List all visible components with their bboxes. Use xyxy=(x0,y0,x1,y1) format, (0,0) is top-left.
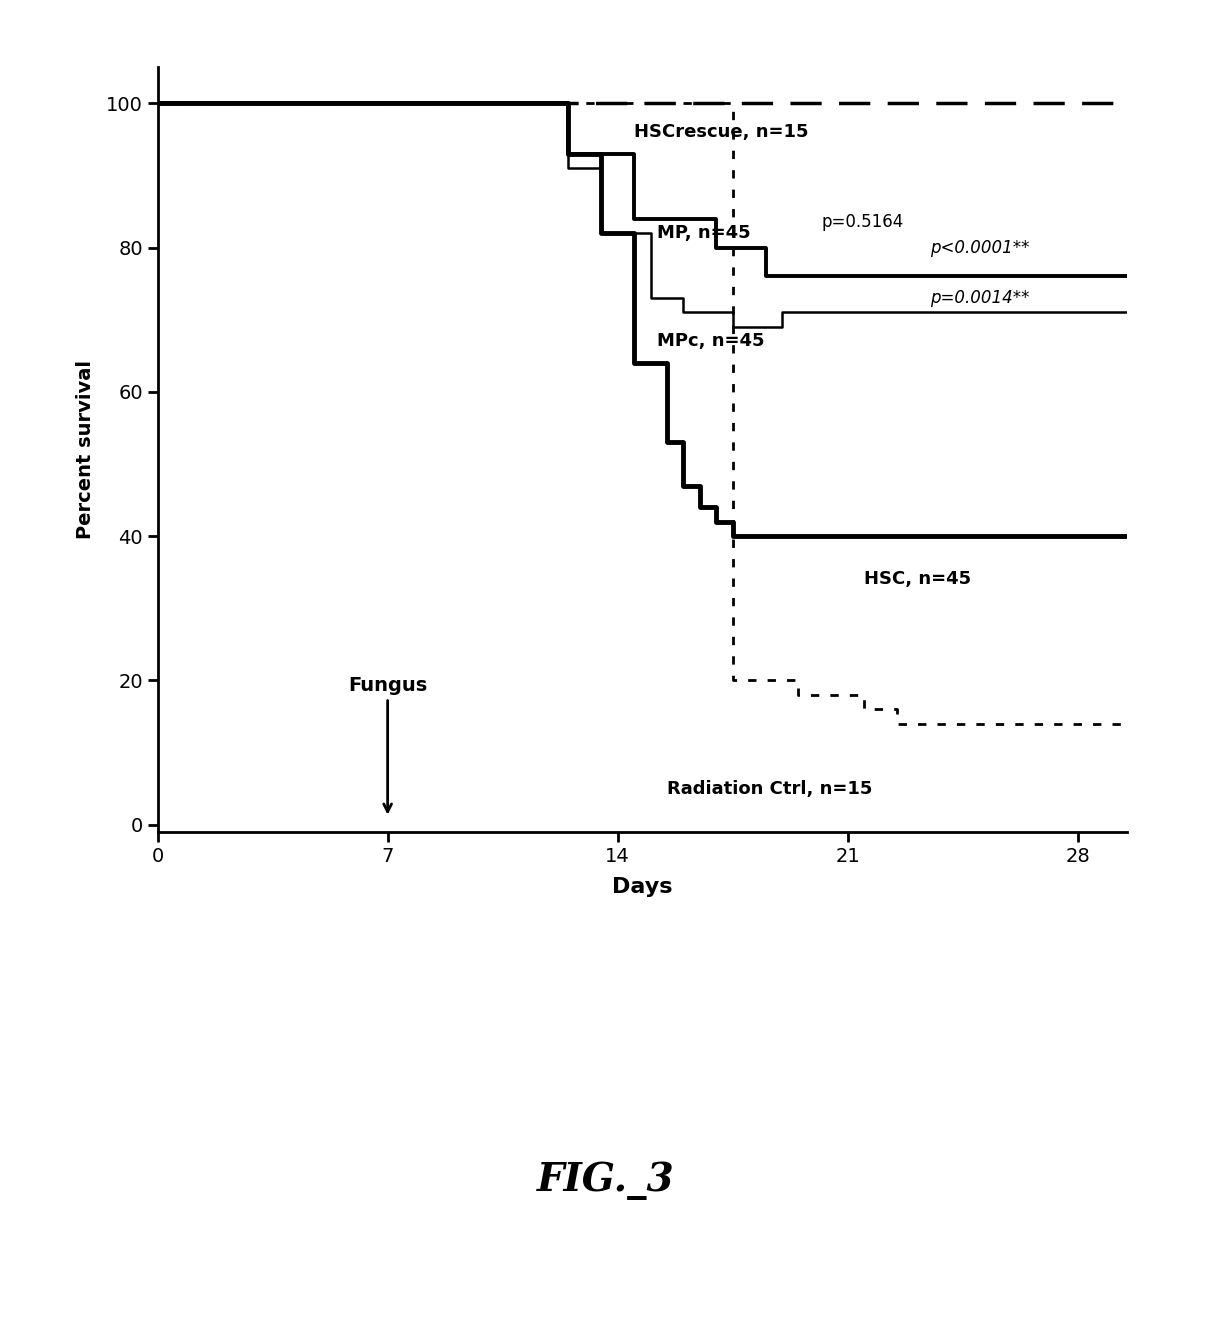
Text: p<0.0001**: p<0.0001** xyxy=(930,239,1029,256)
Text: MP, n=45: MP, n=45 xyxy=(657,224,750,242)
Text: HSCrescue, n=15: HSCrescue, n=15 xyxy=(634,123,808,141)
Text: FIG._3: FIG._3 xyxy=(537,1162,675,1200)
Text: Fungus: Fungus xyxy=(348,676,428,812)
Text: p=0.5164: p=0.5164 xyxy=(822,213,904,231)
Text: p=0.0014**: p=0.0014** xyxy=(930,289,1029,307)
Y-axis label: Percent survival: Percent survival xyxy=(76,360,95,539)
Text: HSC, n=45: HSC, n=45 xyxy=(864,570,971,588)
Text: MPc, n=45: MPc, n=45 xyxy=(657,333,765,350)
Text: Radiation Ctrl, n=15: Radiation Ctrl, n=15 xyxy=(667,780,873,797)
X-axis label: Days: Days xyxy=(612,876,673,896)
